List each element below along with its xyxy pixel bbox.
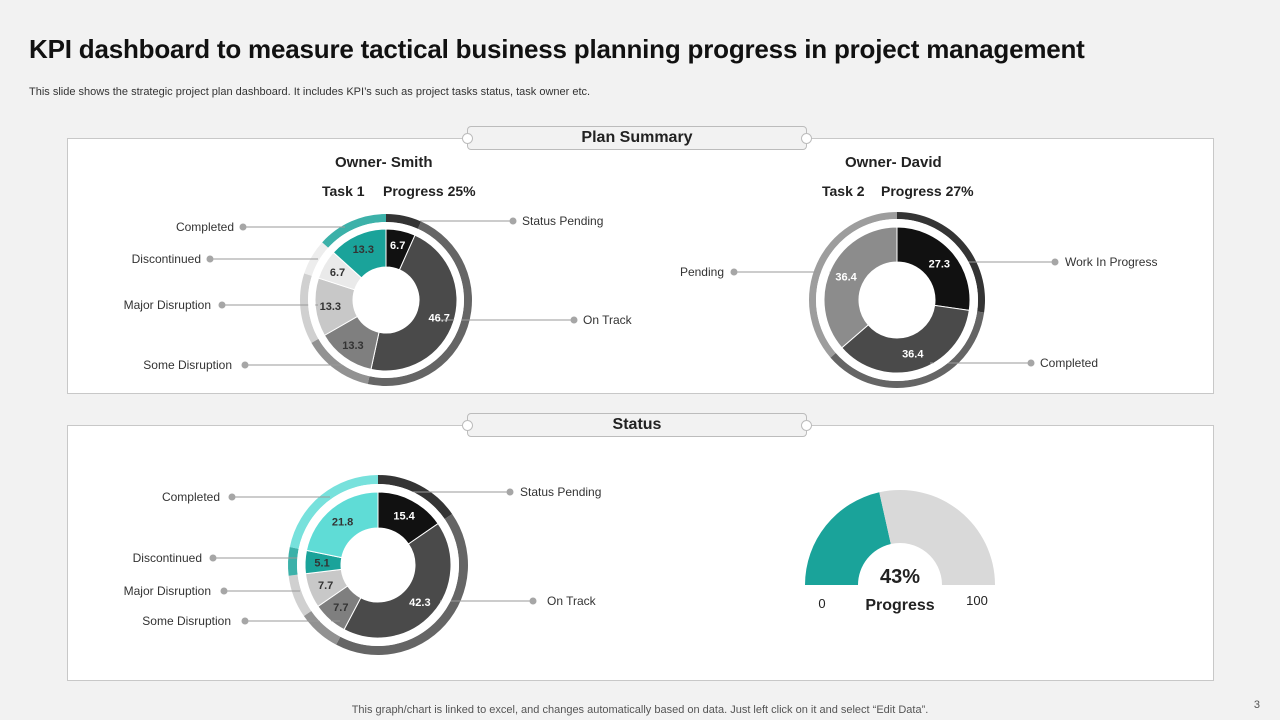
legend-label-some-disruption: Some Disruption [143, 358, 232, 372]
data-label-work-in-progress: 27.3 [929, 258, 950, 270]
leader-dot-icon [239, 223, 247, 231]
header-dot-icon [462, 133, 473, 144]
leader-dot-icon [509, 217, 517, 225]
donut-hole [341, 528, 415, 602]
legend-label-completed: Completed [1040, 356, 1098, 370]
page-number: 3 [1253, 699, 1260, 711]
donut-gap-ring [297, 484, 459, 646]
task-david: Task 2 [822, 183, 865, 199]
plan-summary-header: Plan Summary [462, 126, 812, 150]
plan-summary-panel [67, 138, 1214, 394]
slice-completed [332, 228, 387, 279]
data-label-completed: 36.4 [902, 349, 924, 361]
page-subtitle: This slide shows the strategic project p… [29, 86, 591, 98]
ring-segment-major-disruption [300, 273, 319, 343]
ring-segment-completed [289, 475, 378, 549]
leader-dot-icon [241, 361, 249, 369]
status-label: Status [612, 416, 662, 433]
owner-smith: Owner- Smith [335, 154, 433, 171]
ring-segment-some-disruption [303, 610, 341, 645]
slice-completed [841, 304, 970, 374]
data-label-major-disruption: 13.3 [320, 301, 341, 313]
data-label-on-track: 42.3 [409, 597, 430, 609]
data-label-pending: 36.4 [835, 272, 857, 284]
ring-segment-on-track [336, 513, 469, 656]
leader-dot-icon [570, 316, 578, 324]
leader-dot-icon [730, 268, 738, 276]
donut-hole [859, 262, 935, 338]
data-label-some-disruption: 7.7 [333, 602, 348, 614]
leader-dot-icon [506, 488, 514, 496]
gauge-remaining-arc [879, 489, 995, 585]
data-label-completed: 21.8 [332, 517, 353, 529]
leader-dot-icon [529, 597, 537, 605]
donut-hole [353, 267, 419, 333]
plan-summary-label: Plan Summary [581, 129, 693, 146]
legend-label-status-pending: Status Pending [522, 214, 603, 228]
gauge-label: Progress [865, 597, 935, 614]
status-panel [67, 425, 1214, 681]
footer-note: This graph/chart is linked to excel, and… [351, 704, 929, 716]
leader-dot-icon [209, 554, 217, 562]
slice-work-in-progress [896, 226, 971, 311]
leader-dot-icon [220, 587, 228, 595]
owner-david: Owner- David [845, 154, 942, 171]
header-dot-icon [801, 133, 812, 144]
data-label-discontinued: 6.7 [330, 267, 345, 279]
legend-label-discontinued: Discontinued [132, 252, 201, 266]
progress-david: Progress 27% [881, 183, 974, 199]
leader-dot-icon [218, 301, 226, 309]
data-label-major-disruption: 7.7 [318, 580, 333, 592]
ring-segment-completed [830, 311, 985, 388]
data-label-completed: 13.3 [353, 244, 374, 256]
task-smith: Task 1 [322, 183, 365, 199]
leader-dot-icon [1027, 359, 1035, 367]
ring-segment-completed [322, 214, 386, 248]
legend-label-major-disruption: Major Disruption [124, 584, 211, 598]
slice-completed [305, 491, 379, 559]
legend-label-work-in-progress: Work In Progress [1065, 255, 1157, 269]
data-label-discontinued: 5.1 [314, 558, 329, 570]
ring-segment-some-disruption [311, 338, 370, 385]
gauge-progress-arc [805, 492, 891, 585]
ring-segment-pending [809, 212, 897, 358]
legend-label-discontinued: Discontinued [133, 551, 202, 565]
legend-label-some-disruption: Some Disruption [142, 614, 231, 628]
ring-segment-discontinued [287, 547, 299, 576]
legend-label-status-pending: Status Pending [520, 485, 601, 499]
ring-segment-major-disruption [288, 574, 312, 617]
gauge-percent: 43% [879, 566, 921, 588]
gauge-min: 0 [818, 596, 826, 611]
donut-gap-ring [308, 222, 464, 378]
status-header: Status [462, 413, 812, 437]
legend-label-on-track: On Track [583, 313, 633, 327]
slice-on-track [370, 234, 458, 372]
leader-dot-icon [1051, 258, 1059, 266]
data-label-on-track: 46.7 [428, 312, 449, 324]
leader-dot-icon [241, 617, 249, 625]
data-label-status-pending: 15.4 [393, 510, 415, 522]
leader-dot-icon [206, 255, 214, 263]
leader-dot-icon [228, 493, 236, 501]
legend-label-completed: Completed [162, 490, 220, 504]
slice-pending [823, 226, 898, 349]
slice-on-track [343, 522, 452, 639]
donut-gap-ring [816, 219, 978, 381]
legend-label-pending: Pending [680, 265, 724, 279]
data-label-some-disruption: 13.3 [342, 340, 363, 352]
data-label-status-pending: 6.7 [390, 240, 405, 252]
header-dot-icon [801, 420, 812, 431]
legend-label-completed: Completed [176, 220, 234, 234]
page-title: KPI dashboard to measure tactical busine… [29, 34, 1085, 64]
ring-segment-status-pending [386, 214, 422, 229]
legend-label-major-disruption: Major Disruption [124, 298, 211, 312]
gauge-max: 100 [966, 593, 988, 608]
ring-segment-status-pending [378, 475, 453, 520]
progress-smith: Progress 25% [383, 183, 476, 199]
header-dot-icon [462, 420, 473, 431]
legend-label-on-track: On Track [547, 594, 597, 608]
